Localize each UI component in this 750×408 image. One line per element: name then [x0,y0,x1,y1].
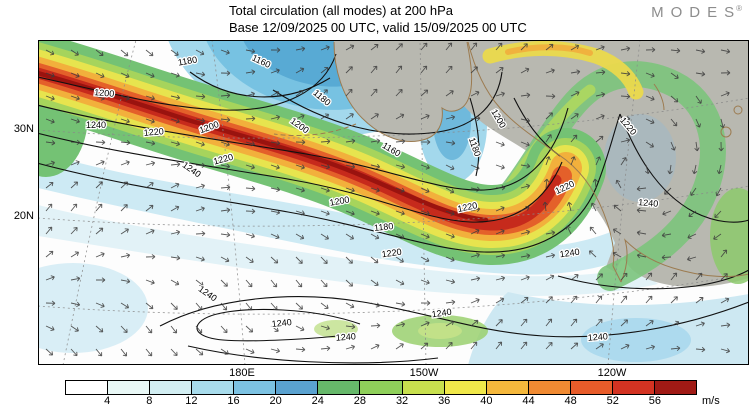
modes-logo-text: MODES [651,4,742,21]
svg-text:1240: 1240 [335,331,356,342]
colorbar-tick: 44 [522,395,535,407]
colorbar-segment [570,381,613,394]
map-border [38,40,749,365]
colorbar-segment [318,381,361,394]
registered-mark: ® [736,4,742,13]
colorbar-tick: 20 [269,395,282,407]
svg-text:1240: 1240 [559,247,580,260]
svg-text:1220: 1220 [143,126,164,138]
svg-text:1200: 1200 [329,194,350,207]
colorbar-tick: 52 [606,395,619,407]
chart-title-block: Total circulation (all modes) at 200 hPa… [229,3,527,37]
colorbar-tick: 32 [395,395,409,407]
svg-text:1180: 1180 [374,221,394,233]
colorbar-tick: 16 [227,395,240,407]
svg-text:1180: 1180 [177,54,198,67]
grid-lines [38,40,749,365]
colorbar-tick: 36 [438,395,451,407]
lat-label-30N: 30N [13,123,34,135]
svg-text:1220: 1220 [381,247,402,260]
colorbar-segment [486,381,529,394]
svg-text:1200: 1200 [94,87,115,99]
svg-text:1240: 1240 [587,331,608,342]
colorbar-tick: 28 [353,395,367,407]
colorbar-segment [402,381,445,394]
colorbar-tick: 48 [564,395,577,407]
colorbar-tick: 12 [185,395,198,407]
colorbar-segment [612,381,655,394]
lat-label-20N: 20N [13,210,34,222]
chart-title: Total circulation (all modes) at 200 hPa [229,3,454,18]
lon-label-120W: 120W [597,367,627,379]
lon-label-180E: 180E [229,367,255,379]
colorbar-segment [66,381,109,394]
colorbar-tick: 40 [480,395,493,407]
colorbar-segment [444,381,487,394]
svg-text:1240: 1240 [271,317,292,329]
colorbar-segment [108,381,151,394]
modes-logo: MODES® [651,4,742,21]
svg-text:1220: 1220 [457,200,479,214]
colorbar-segment [360,381,403,394]
coastlines [273,41,749,283]
colorbar-tick: 4 [104,395,111,407]
svg-text:1240: 1240 [431,307,452,320]
colorbar-unit: m/s [702,395,720,407]
colorbar [65,380,697,395]
lon-label-150W: 150W [409,367,439,379]
colorbar-tick: 24 [311,395,324,407]
colorbar-segment [528,381,571,394]
colorbar-segment [234,381,277,394]
colorbar-segment [150,381,193,394]
colorbar-tick: 56 [648,395,661,407]
jet-stream-band [38,40,606,265]
colorbar-tick: 8 [146,395,153,407]
colorbar-segment [654,381,696,394]
colorbar-segment [276,381,319,394]
svg-text:1240: 1240 [638,197,659,209]
chart-subtitle: Base 12/09/2025 00 UTC, valid 15/09/2025… [229,19,527,35]
wind-arrows [45,42,731,357]
colorbar-segment [192,381,235,394]
colorbar-ticks: 4 8 12 16 20 24 28 32 36 40 44 48 52 56 [65,395,697,408]
svg-text:1240: 1240 [86,120,106,130]
